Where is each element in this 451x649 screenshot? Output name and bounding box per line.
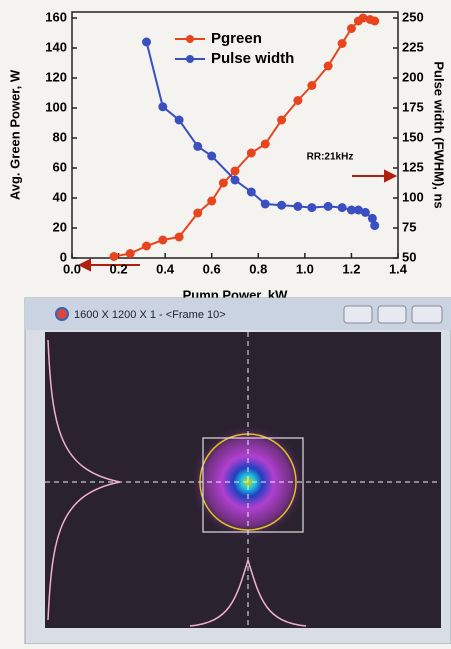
y2-tick-label: 225: [402, 39, 424, 54]
point: [293, 201, 303, 211]
point: [142, 241, 152, 251]
point: [109, 252, 119, 261]
point: [337, 39, 347, 48]
y-tick-label: 40: [53, 189, 67, 204]
point: [367, 213, 377, 223]
profile-bottom: [189, 557, 307, 627]
point: [323, 61, 333, 71]
point: [142, 37, 152, 47]
point: [158, 102, 168, 112]
point: [277, 200, 287, 210]
point: [193, 208, 203, 218]
point: [360, 207, 370, 217]
legend-marker: [186, 55, 194, 63]
close-button[interactable]: [411, 305, 443, 324]
point: [158, 235, 168, 245]
x-tick-label: 0.2: [110, 261, 128, 276]
profile-left: [47, 339, 121, 621]
point: [260, 199, 270, 209]
y-tick-label: 0: [60, 249, 67, 264]
point: [174, 232, 184, 242]
point: [346, 205, 356, 215]
point: [246, 187, 256, 197]
point: [193, 141, 203, 151]
y2-axis-title: Pulse width (FWHM), ns: [432, 61, 447, 208]
point: [370, 16, 380, 26]
point: [337, 203, 347, 213]
y2-tick-label: 50: [402, 249, 416, 264]
x-tick-label: 1.4: [389, 261, 408, 276]
legend-marker: [186, 35, 194, 43]
profiler-window: 1600 X 1200 X 1 - <Frame 10>: [24, 297, 451, 645]
x-tick-label: 0.8: [249, 261, 267, 276]
point: [207, 196, 217, 206]
app-icon: [55, 307, 69, 321]
maximize-button[interactable]: [377, 305, 407, 324]
y-tick-label: 140: [45, 39, 67, 54]
y2-tick-label: 125: [402, 159, 424, 174]
y2-tick-label: 75: [402, 219, 416, 234]
y2-tick-label: 250: [402, 9, 424, 24]
point: [230, 175, 240, 185]
y-tick-label: 80: [53, 129, 67, 144]
y2-tick-label: 100: [402, 189, 424, 204]
point: [293, 96, 303, 105]
roi-box: [202, 437, 304, 533]
point: [307, 81, 317, 90]
point: [346, 24, 356, 33]
legend-label: Pgreen: [211, 30, 262, 47]
point: [207, 151, 217, 161]
y-tick-label: 160: [45, 9, 67, 24]
point: [358, 13, 368, 23]
point: [125, 249, 135, 258]
y2-tick-label: 175: [402, 99, 424, 114]
point: [323, 201, 333, 211]
y2-tick-label: 200: [402, 69, 424, 84]
point: [277, 115, 287, 125]
legend-label: Pulse width: [211, 50, 294, 67]
window-title: 1600 X 1200 X 1 - <Frame 10>: [74, 309, 226, 321]
point: [174, 115, 184, 125]
y-tick-label: 120: [45, 69, 67, 84]
point: [353, 205, 363, 215]
y-axis-title: Avg. Green Power, W: [7, 69, 22, 200]
x-tick-label: 1.2: [342, 261, 360, 276]
x-tick-label: 0.6: [203, 261, 221, 276]
point: [246, 148, 256, 158]
arrows: [77, 169, 398, 272]
y-tick-label: 20: [53, 219, 67, 234]
x-tick-label: 0.0: [63, 261, 81, 276]
point: [260, 139, 270, 149]
point: [307, 203, 317, 213]
annotation: RR:21kHz: [307, 152, 354, 163]
plot-frame: [71, 11, 399, 259]
minimize-button[interactable]: [343, 305, 373, 324]
y2-tick-label: 150: [402, 129, 424, 144]
x-tick-label: 0.4: [156, 261, 175, 276]
point: [230, 166, 240, 176]
point: [218, 178, 228, 188]
x-tick-label: 1.0: [296, 261, 314, 276]
y-tick-label: 100: [45, 99, 67, 114]
y-tick-label: 60: [53, 159, 67, 174]
point: [370, 221, 380, 231]
